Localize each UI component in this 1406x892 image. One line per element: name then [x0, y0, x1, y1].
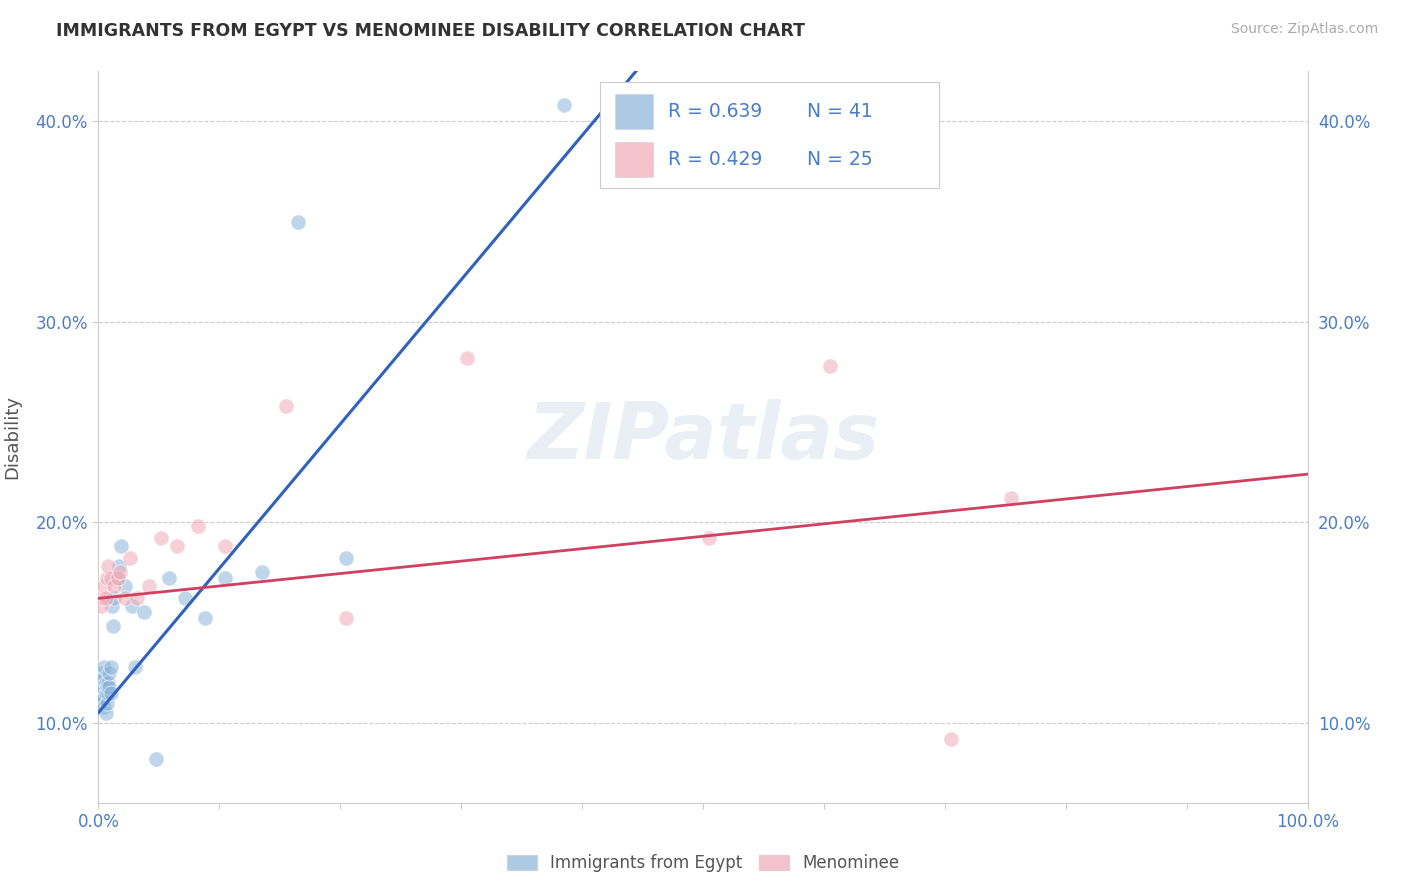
- Point: [96, 571, 118, 585]
- Point: [96, 696, 118, 710]
- Point: [91, 691, 114, 706]
- Point: [124, 659, 146, 673]
- FancyBboxPatch shape: [614, 142, 654, 177]
- Point: [697, 531, 720, 545]
- Text: R = 0.639: R = 0.639: [668, 102, 762, 121]
- Point: [214, 539, 236, 553]
- Point: [335, 611, 357, 625]
- Point: [91, 591, 114, 606]
- Point: [194, 611, 217, 625]
- Text: R = 0.429: R = 0.429: [668, 150, 762, 169]
- Point: [250, 566, 273, 580]
- Text: N = 41: N = 41: [807, 102, 873, 121]
- Point: [114, 591, 136, 606]
- Point: [118, 551, 141, 566]
- Point: [103, 591, 125, 606]
- Point: [94, 706, 117, 720]
- Point: [939, 731, 962, 746]
- Point: [100, 659, 122, 673]
- Point: [97, 685, 120, 699]
- Point: [94, 675, 117, 690]
- Point: [103, 579, 125, 593]
- Point: [108, 566, 131, 580]
- Point: [108, 559, 131, 574]
- Point: [166, 539, 188, 553]
- FancyBboxPatch shape: [600, 82, 939, 188]
- Point: [91, 680, 114, 694]
- Point: [214, 571, 236, 585]
- Point: [110, 539, 132, 553]
- Point: [93, 699, 115, 714]
- Point: [100, 599, 122, 614]
- Point: [100, 685, 122, 699]
- Point: [94, 685, 117, 699]
- Point: [90, 599, 112, 614]
- Point: [97, 559, 120, 574]
- Point: [150, 531, 173, 545]
- Point: [91, 680, 114, 694]
- Point: [91, 690, 114, 704]
- Text: ZIPatlas: ZIPatlas: [527, 399, 879, 475]
- Text: Source: ZipAtlas.com: Source: ZipAtlas.com: [1230, 22, 1378, 37]
- Point: [89, 685, 111, 699]
- Point: [94, 591, 117, 606]
- Point: [93, 659, 115, 673]
- Point: [134, 606, 156, 620]
- Point: [287, 214, 309, 228]
- Point: [93, 579, 115, 593]
- Text: IMMIGRANTS FROM EGYPT VS MENOMINEE DISABILITY CORRELATION CHART: IMMIGRANTS FROM EGYPT VS MENOMINEE DISAB…: [56, 22, 806, 40]
- Point: [121, 599, 143, 614]
- Point: [274, 399, 297, 413]
- Point: [101, 619, 124, 633]
- Point: [157, 571, 180, 585]
- Point: [98, 665, 121, 680]
- Text: N = 25: N = 25: [807, 150, 873, 169]
- Point: [91, 672, 114, 686]
- Point: [127, 591, 149, 606]
- Point: [553, 98, 575, 112]
- Point: [91, 665, 114, 680]
- Point: [114, 579, 136, 593]
- Point: [187, 519, 209, 533]
- Legend: Immigrants from Egypt, Menominee: Immigrants from Egypt, Menominee: [501, 847, 905, 879]
- Point: [456, 351, 478, 365]
- Point: [1000, 491, 1022, 506]
- Point: [335, 551, 357, 566]
- Point: [90, 696, 112, 710]
- Point: [97, 675, 120, 690]
- FancyBboxPatch shape: [614, 94, 654, 129]
- Point: [138, 579, 160, 593]
- Point: [107, 571, 129, 585]
- Point: [98, 680, 121, 694]
- Point: [96, 680, 118, 694]
- Point: [174, 591, 197, 606]
- Point: [100, 571, 122, 585]
- Point: [145, 752, 167, 766]
- Point: [105, 571, 128, 585]
- Point: [818, 359, 841, 373]
- Point: [90, 675, 112, 690]
- Y-axis label: Disability: Disability: [4, 395, 21, 479]
